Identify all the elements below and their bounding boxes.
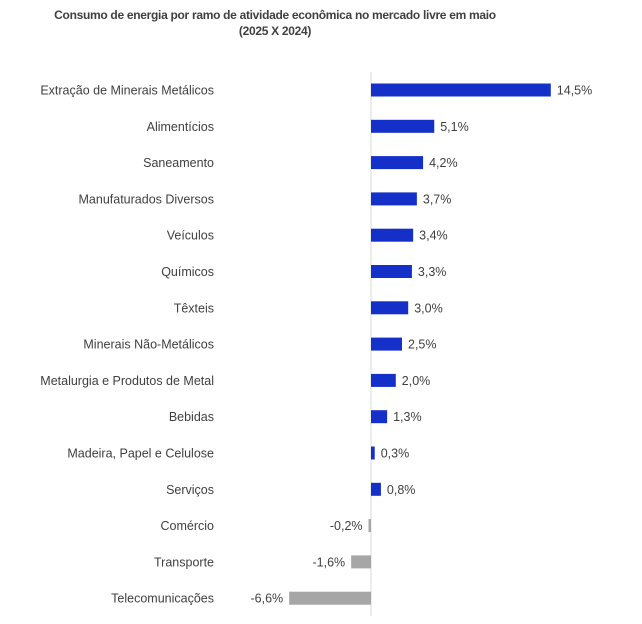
chart-subtitle: (2025 X 2024) [238,24,312,38]
category-label: Minerais Não-Metálicos [83,338,214,352]
category-label: Serviços [166,483,214,497]
data-label: 3,3% [418,265,447,279]
bar [371,83,551,97]
category-label: Químicos [161,265,214,279]
category-label: Têxteis [174,301,214,315]
bar [371,337,402,351]
bar [371,410,388,424]
category-label: Saneamento [143,156,214,170]
bar [371,446,375,460]
data-label: 2,0% [402,374,431,388]
bar [371,301,409,315]
data-label: -6,6% [251,592,284,606]
bar [351,555,371,569]
bar [289,591,371,605]
category-label: Comércio [161,519,215,533]
category-label: Alimentícios [147,120,214,134]
category-label: Extração de Minerais Metálicos [40,84,214,98]
bar [371,228,414,242]
bar [371,482,381,496]
category-label: Madeira, Papel e Celulose [67,447,214,461]
data-label: -0,2% [330,519,363,533]
bar [368,519,371,533]
bar [371,119,435,133]
data-label: 1,3% [393,410,422,424]
data-label: 14,5% [557,84,592,98]
bar [371,373,396,387]
data-label: 2,5% [408,338,437,352]
bar [371,156,424,170]
category-label: Telecomunicações [111,592,214,606]
category-label: Transporte [154,555,214,569]
data-label: 3,7% [423,192,452,206]
chart-title: Consumo de energia por ramo de atividade… [54,8,496,22]
bar [371,192,417,206]
category-label: Metalurgia e Produtos de Metal [40,374,214,388]
category-label: Manufaturados Diversos [79,192,214,206]
data-label: 0,8% [387,483,416,497]
data-label: -1,6% [313,555,346,569]
category-label: Bebidas [169,410,214,424]
bar [371,265,412,278]
data-label: 5,1% [440,120,469,134]
category-label: Veículos [167,229,214,243]
data-label: 3,4% [419,229,448,243]
data-label: 3,0% [414,301,443,315]
data-label: 4,2% [429,156,458,170]
data-label: 0,3% [381,447,410,461]
